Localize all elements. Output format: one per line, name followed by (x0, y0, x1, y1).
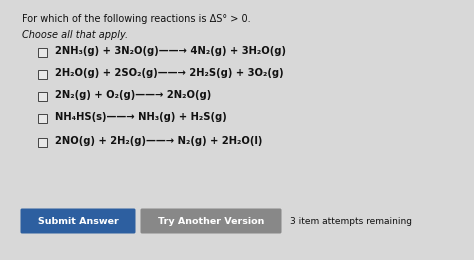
Bar (38, 92, 47, 101)
Bar (38, 48, 47, 56)
Text: 2H₂O(g) + 2SO₂(g)——→ 2H₂S(g) + 3O₂(g): 2H₂O(g) + 2SO₂(g)——→ 2H₂S(g) + 3O₂(g) (55, 68, 283, 78)
Text: 2N₂(g) + O₂(g)——→ 2N₂O(g): 2N₂(g) + O₂(g)——→ 2N₂O(g) (55, 90, 211, 100)
Text: 2NH₃(g) + 3N₂O(g)——→ 4N₂(g) + 3H₂O(g): 2NH₃(g) + 3N₂O(g)——→ 4N₂(g) + 3H₂O(g) (55, 46, 286, 56)
FancyBboxPatch shape (20, 209, 136, 233)
Text: Try Another Version: Try Another Version (158, 217, 264, 225)
Text: 3 item attempts remaining: 3 item attempts remaining (290, 217, 412, 225)
Bar (38, 138, 47, 146)
Text: Choose all that apply.: Choose all that apply. (22, 30, 128, 40)
Text: NH₄HS(s)——→ NH₃(g) + H₂S(g): NH₄HS(s)——→ NH₃(g) + H₂S(g) (55, 112, 227, 122)
Bar (38, 114, 47, 122)
Text: For which of the following reactions is ΔS° > 0.: For which of the following reactions is … (22, 14, 251, 24)
Text: 2NO(g) + 2H₂(g)——→ N₂(g) + 2H₂O(l): 2NO(g) + 2H₂(g)——→ N₂(g) + 2H₂O(l) (55, 136, 263, 146)
Bar (38, 69, 47, 79)
Text: Submit Answer: Submit Answer (37, 217, 118, 225)
FancyBboxPatch shape (140, 209, 282, 233)
